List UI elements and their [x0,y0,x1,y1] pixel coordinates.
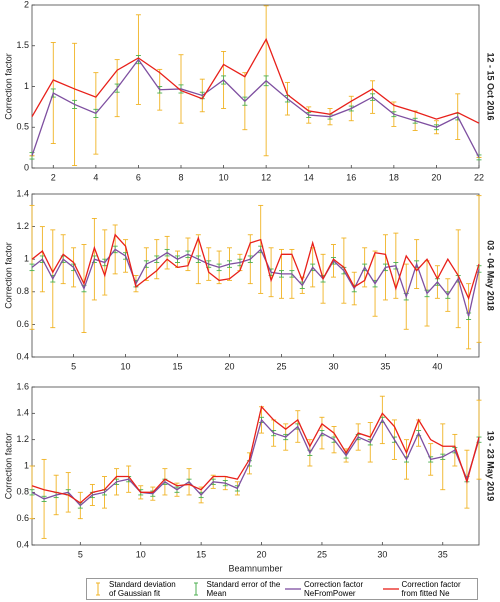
y-tick-label: 0.4 [16,351,29,361]
legend-item: Correction factor from fitted Ne [380,579,478,599]
series-line [31,418,480,507]
plot-area [31,4,480,169]
legend-item: Correction factor NeFromPower [282,579,380,599]
legend-label: Correction factor from fitted Ne [401,580,461,598]
x-tick-label: 30 [328,361,338,371]
x-tick-label: 5 [71,361,76,371]
series-line [31,405,480,504]
y-tick-label: 0.8 [16,487,29,497]
x-tick-label: 20 [257,549,267,559]
legend-item: Standard deviation of Gaussian fit [87,579,185,599]
x-tick-label: 20 [225,361,235,371]
x-tick-label: 15 [196,549,206,559]
y-tick-label: 1.4 [16,188,29,198]
x-tick-label: 40 [432,361,442,371]
x-tick-label: 25 [276,361,286,371]
panel-label: 03 - 04 May 2018 [486,240,496,311]
x-tick-label: 10 [121,361,131,371]
y-tick-label: 1.6 [16,381,29,391]
y-tick-label: 0.8 [16,286,29,296]
x-tick-label: 4 [93,172,98,182]
x-tick-label: 10 [219,172,229,182]
x-tick-label: 35 [438,549,448,559]
series-line [31,37,480,124]
series-line [31,248,480,317]
y-tick-label: 1.4 [16,408,29,418]
x-tick-label: 25 [317,549,327,559]
x-tick-label: 5 [78,549,83,559]
y-tick-label: 1.2 [16,221,29,231]
x-tick-label: 30 [377,549,387,559]
x-tick-label: 18 [389,172,399,182]
panel-label: 19 - 23 May 2019 [486,431,496,502]
panel-label: 12 - 15 Oct 2016 [486,52,496,120]
legend-icon [285,588,301,590]
y-tick-label: 1 [24,460,29,470]
legend-label: Standard deviation of Gaussian fit [109,580,176,598]
x-tick-label: 22 [474,172,484,182]
series-line [31,58,480,158]
x-tick-label: 15 [173,361,183,371]
y-tick-label: 1 [24,81,29,91]
y-tick-label: 0 [24,162,29,172]
legend-icon [193,582,198,596]
x-tick-label: 35 [380,361,390,371]
y-tick-label: 1.5 [16,40,29,50]
legend-icon [96,582,100,596]
y-axis-label: Correction factor [3,242,13,309]
x-tick-label: 2 [51,172,56,182]
y-tick-label: 0.5 [16,122,29,132]
y-tick-label: 0.6 [16,319,29,329]
plot-area [31,193,480,358]
x-tick-label: 12 [261,172,271,182]
y-tick-label: 0.4 [16,539,29,549]
x-tick-label: 14 [304,172,314,182]
x-tick-label: 8 [178,172,183,182]
legend-icon [382,588,399,590]
y-tick-label: 1.2 [16,434,29,444]
x-tick-label: 6 [136,172,141,182]
legend: Standard deviation of Gaussian fit Standa… [86,578,478,600]
legend-item: Standard error of the Mean [185,579,283,599]
y-tick-label: 1 [24,254,29,264]
error-bar [29,489,35,496]
y-tick-label: 2 [24,0,29,9]
legend-label: Standard error of the Mean [206,580,281,598]
series-line [31,233,480,301]
x-axis-label: Beamnumber [228,563,282,573]
plot-area [31,386,480,546]
y-tick-label: 0.6 [16,513,29,523]
x-tick-label: 20 [431,172,441,182]
x-tick-label: 10 [136,549,146,559]
x-tick-label: 16 [346,172,356,182]
legend-label: Correction factor NeFromPower [304,580,364,598]
y-axis-label: Correction factor [3,53,13,120]
y-axis-label: Correction factor [3,433,13,500]
